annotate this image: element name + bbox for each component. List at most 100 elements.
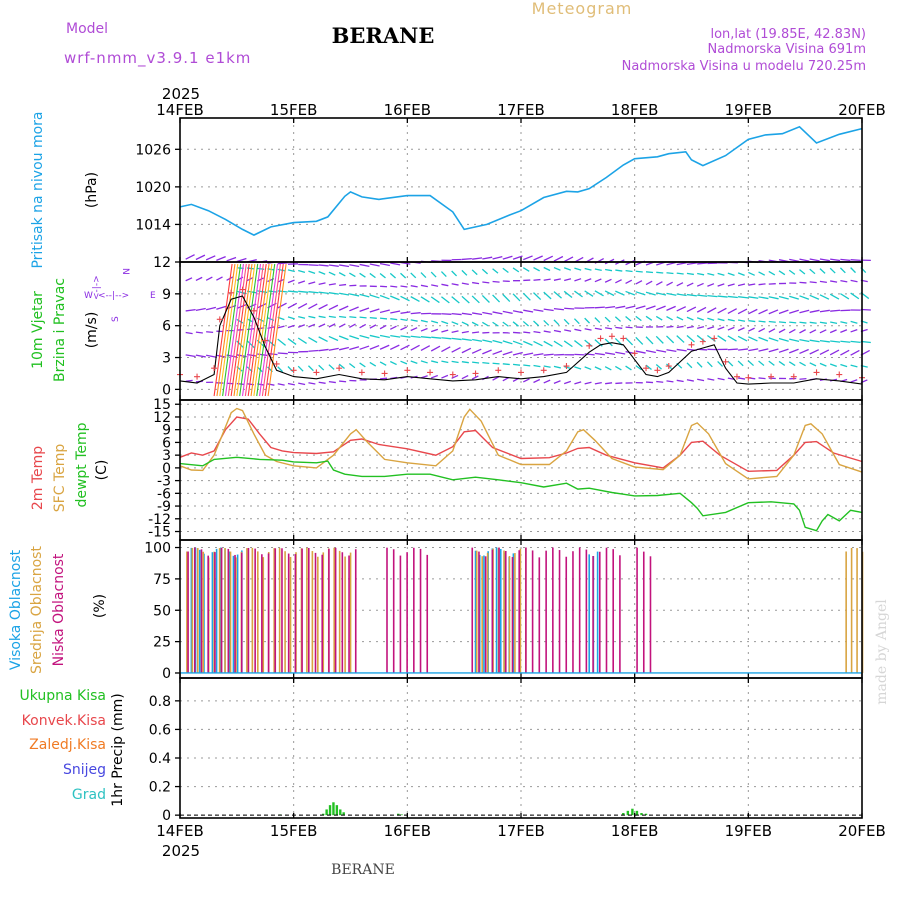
precip-legend-item: Grad bbox=[72, 787, 106, 803]
wind-arrow bbox=[830, 321, 838, 324]
gust-marker bbox=[273, 360, 280, 367]
compass-n: N bbox=[120, 268, 130, 275]
wind-arrow bbox=[533, 308, 544, 312]
wind-arrow bbox=[748, 336, 758, 342]
wind-arrow bbox=[261, 263, 281, 397]
wind-arrow bbox=[277, 302, 287, 309]
wind-arrow bbox=[523, 352, 534, 356]
wind-arrow bbox=[594, 268, 602, 272]
wind-arrow bbox=[789, 258, 800, 262]
wind-arrow bbox=[564, 307, 575, 310]
wind-arrow bbox=[216, 255, 226, 261]
wind-arrow bbox=[318, 264, 329, 267]
wind-arrow bbox=[543, 266, 551, 272]
wind-arrow bbox=[840, 293, 850, 300]
gust-marker bbox=[711, 335, 718, 342]
wind-arrow bbox=[224, 263, 245, 397]
wind-arrow bbox=[574, 290, 583, 298]
high-cloud-ylabel: Visoka Oblacnost bbox=[8, 549, 24, 670]
y-tick-label: 6 bbox=[162, 435, 171, 451]
wind-arrow bbox=[246, 353, 258, 357]
wind-arrow bbox=[778, 309, 789, 315]
wind-arrow bbox=[369, 263, 380, 267]
wind-arrow bbox=[666, 325, 674, 328]
wind-arrow bbox=[563, 267, 572, 271]
x-tick-label-top: 16FEB bbox=[384, 101, 431, 119]
wind-arrow bbox=[727, 348, 738, 351]
wind-arrow bbox=[809, 339, 820, 343]
wind-arrow bbox=[625, 365, 632, 371]
wind-arrow bbox=[308, 303, 318, 310]
wind-arrow bbox=[676, 348, 687, 352]
wind-arrow bbox=[451, 337, 462, 341]
wind-arrow bbox=[206, 331, 214, 333]
wind-arrow bbox=[451, 283, 459, 286]
wind-arrow bbox=[216, 276, 223, 281]
wind-arrow bbox=[369, 361, 377, 367]
wind-arrow bbox=[318, 323, 326, 328]
wind-arrow bbox=[829, 293, 840, 300]
wind-arrow bbox=[707, 317, 715, 321]
wind-arrow bbox=[420, 336, 431, 339]
wind-ylabel: 10m Vjetar bbox=[30, 291, 46, 369]
wind-arrow bbox=[308, 281, 316, 285]
gust-marker bbox=[620, 335, 627, 342]
wind-arrow bbox=[727, 272, 735, 277]
x-tick-label-bottom: 17FEB bbox=[497, 822, 544, 840]
wind-arrow bbox=[277, 338, 286, 346]
wind-arrow bbox=[799, 377, 807, 380]
wind-arrow bbox=[738, 348, 749, 351]
wind-arrow bbox=[512, 351, 523, 356]
gust-marker bbox=[733, 373, 740, 380]
wind-arrow bbox=[758, 336, 769, 342]
wind-arrow bbox=[264, 263, 284, 397]
wind-arrow bbox=[441, 346, 451, 353]
y-tick-label: 9 bbox=[162, 423, 171, 439]
wind-arrow bbox=[717, 326, 725, 331]
wind-arrow bbox=[666, 281, 673, 287]
wind-arrow bbox=[328, 323, 336, 328]
y-tick-label: 0.4 bbox=[149, 751, 171, 767]
wind-arrow bbox=[553, 278, 561, 281]
compass-s: S bbox=[111, 316, 121, 322]
wind-arrow bbox=[829, 329, 837, 334]
wind-arrow bbox=[758, 271, 766, 276]
wind-arrow bbox=[819, 268, 826, 274]
wind-arrow bbox=[768, 296, 779, 300]
wind-arrow bbox=[390, 360, 397, 366]
wind-arrow bbox=[451, 360, 459, 364]
wind-arrow bbox=[778, 321, 787, 324]
wind-arrow bbox=[277, 325, 285, 329]
y-tick-label: 75 bbox=[153, 572, 171, 588]
wind-arrow bbox=[553, 380, 561, 384]
wind-arrow bbox=[492, 339, 503, 344]
wind-arrow bbox=[737, 319, 746, 322]
wind-arrow bbox=[328, 264, 339, 267]
wind-arrow bbox=[533, 266, 540, 272]
wind-arrow bbox=[461, 330, 469, 334]
wind-arrow bbox=[656, 305, 666, 311]
wind-arrow bbox=[615, 290, 625, 296]
y-tick-label: 0 bbox=[162, 808, 171, 824]
wind-arrow bbox=[410, 319, 418, 322]
wind-arrow bbox=[287, 382, 295, 386]
wind-arrow bbox=[318, 348, 329, 352]
wind-arrow bbox=[461, 347, 472, 354]
wind-arrow bbox=[788, 361, 796, 367]
temp-unit: (C) bbox=[94, 460, 110, 481]
wind-arrow bbox=[318, 381, 326, 384]
wind-arrow bbox=[727, 326, 735, 331]
wind-arrow bbox=[298, 382, 306, 386]
wind-arrow bbox=[543, 255, 554, 262]
wind-arrow bbox=[850, 320, 858, 324]
wind-arrow bbox=[799, 269, 806, 275]
y-tick-label: 0.2 bbox=[149, 780, 171, 796]
gust-marker bbox=[540, 367, 547, 374]
y-tick-label: 15 bbox=[153, 397, 171, 413]
wind-arrow bbox=[482, 311, 493, 315]
x-tick-label-bottom: 18FEB bbox=[611, 822, 658, 840]
wind-arrow bbox=[605, 382, 613, 385]
wind-arrow bbox=[829, 267, 836, 274]
wind-arrow bbox=[614, 316, 622, 322]
